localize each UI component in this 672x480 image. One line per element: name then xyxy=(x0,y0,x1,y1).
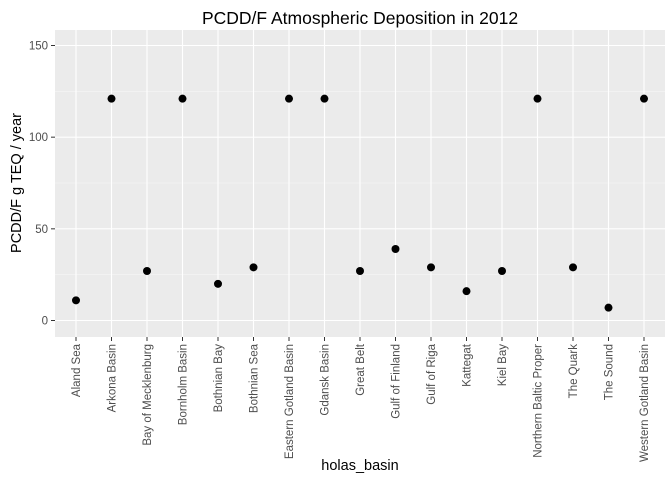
x-tick-label: Bornholm Basin xyxy=(178,344,190,425)
data-point xyxy=(427,263,435,272)
x-tick-label: Gulf of Finland xyxy=(391,344,403,419)
x-tick-label: Aland Sea xyxy=(71,343,83,397)
data-point xyxy=(533,94,542,103)
x-tick-label: Kiel Bay xyxy=(497,344,509,386)
data-point xyxy=(604,303,613,312)
y-tick-label: 150 xyxy=(29,41,48,53)
data-point xyxy=(640,94,648,103)
x-tick-label: Bay of Mecklenburg xyxy=(142,344,154,446)
x-tick-label: Western Gotland Basin xyxy=(639,344,651,462)
data-point xyxy=(320,94,329,103)
data-point xyxy=(143,267,151,275)
data-point xyxy=(356,267,364,275)
data-point xyxy=(107,94,116,103)
x-tick-label: Great Belt xyxy=(355,343,367,396)
x-tick-label: Gdansk Basin xyxy=(320,344,332,416)
x-tick-label: Gulf of Riga xyxy=(426,343,438,404)
x-tick-label: Eastern Gotland Basin xyxy=(284,344,296,459)
data-point xyxy=(285,94,293,103)
major-gridlines xyxy=(55,30,665,337)
x-tick-label: The Quark xyxy=(568,344,580,399)
x-tick-label: Kattegat xyxy=(462,343,474,387)
data-point xyxy=(498,267,506,275)
chart-title: PCDD/F Atmospheric Deposition in 2012 xyxy=(202,8,518,28)
x-axis: Aland Sea Arkona Basin Bay of Mecklenburg B… xyxy=(71,337,651,462)
data-point xyxy=(249,263,258,272)
data-point xyxy=(214,279,222,288)
y-axis-title: PCDD/F g TEQ / year xyxy=(9,113,25,253)
y-tick-label: 100 xyxy=(29,132,48,144)
y-axis: 0 50 100 150 xyxy=(29,41,55,328)
data-point xyxy=(178,94,187,103)
x-tick-label: Northern Baltic Proper xyxy=(533,344,545,458)
y-tick-label: 50 xyxy=(35,224,48,236)
data-point xyxy=(569,263,577,272)
x-tick-label: Bothnian Bay xyxy=(213,344,225,413)
y-tick-label: 0 xyxy=(42,316,48,328)
x-tick-label: Arkona Basin xyxy=(107,344,119,412)
x-tick-label: Bothnian Sea xyxy=(249,343,261,413)
data-point xyxy=(391,245,400,253)
x-tick-label: The Sound xyxy=(604,344,616,400)
data-point xyxy=(462,287,471,296)
x-axis-title: holas_basin xyxy=(321,458,398,474)
data-point xyxy=(72,296,80,305)
data-points xyxy=(72,94,648,312)
